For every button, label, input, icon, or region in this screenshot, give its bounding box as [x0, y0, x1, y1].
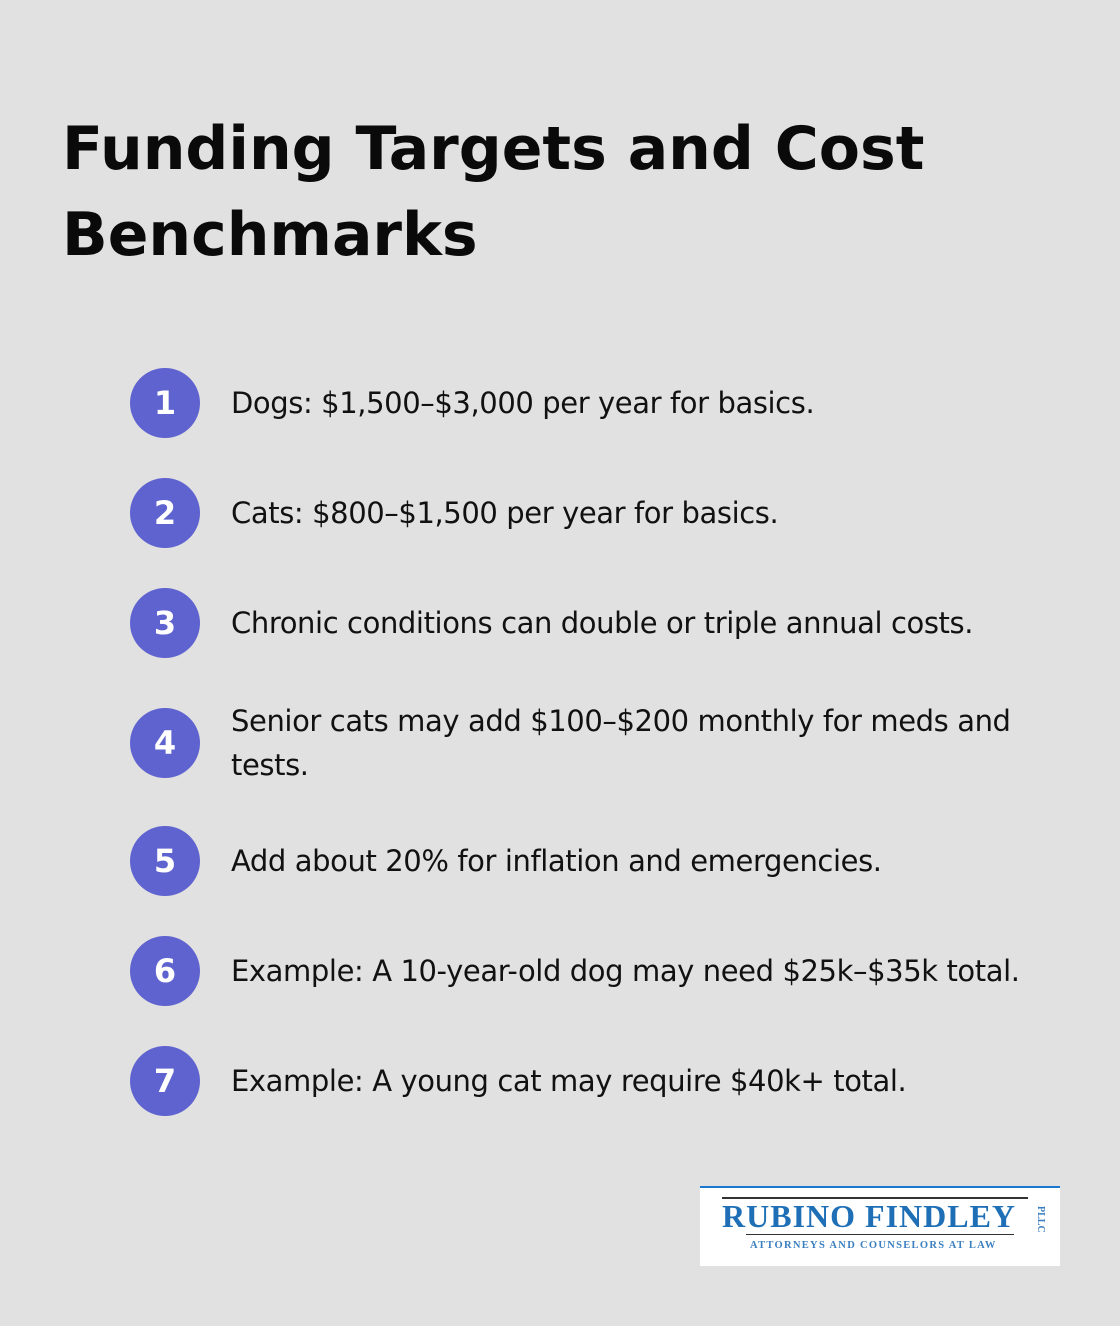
item-text: Example: A 10-year-old dog may need $25k…: [231, 954, 1020, 988]
page-title: Funding Targets and Cost Benchmarks: [62, 114, 925, 270]
item-text: Senior cats may add $100–$200 monthly fo…: [231, 704, 1011, 782]
logo-name: RUBINO FINDLEY: [722, 1198, 1017, 1234]
logo-tagline: ATTORNEYS AND COUNSELORS AT LAW: [750, 1240, 997, 1251]
number-badge: 6: [130, 936, 200, 1006]
list-item: 2 Cats: $800–$1,500 per year for basics.: [130, 478, 1070, 548]
item-text: Add about 20% for inflation and emergenc…: [231, 844, 882, 878]
logo-rule: [722, 1197, 1028, 1199]
number-badge: 7: [130, 1046, 200, 1116]
number-badge: 2: [130, 478, 200, 548]
item-text: Cats: $800–$1,500 per year for basics.: [231, 496, 779, 530]
item-text: Example: A young cat may require $40k+ t…: [231, 1064, 907, 1098]
item-text: Chronic conditions can double or triple …: [231, 606, 974, 640]
list-item: 3 Chronic conditions can double or tripl…: [130, 588, 1070, 658]
number-badge: 4: [130, 708, 200, 778]
company-logo: RUBINO FINDLEY PLLC ATTORNEYS AND COUNSE…: [700, 1186, 1060, 1266]
list-item: 5 Add about 20% for inflation and emerge…: [130, 826, 1070, 896]
item-text: Dogs: $1,500–$3,000 per year for basics.: [231, 386, 815, 420]
number-badge: 5: [130, 826, 200, 896]
number-badge: 1: [130, 368, 200, 438]
logo-suffix: PLLC: [1035, 1206, 1046, 1233]
logo-rule: [746, 1234, 1014, 1235]
list-item: 1 Dogs: $1,500–$3,000 per year for basic…: [130, 368, 1070, 438]
list-item: 4 Senior cats may add $100–$200 monthly …: [130, 704, 1070, 782]
list-item: 7 Example: A young cat may require $40k+…: [130, 1046, 1070, 1116]
list-item: 6 Example: A 10-year-old dog may need $2…: [130, 936, 1070, 1006]
number-badge: 3: [130, 588, 200, 658]
